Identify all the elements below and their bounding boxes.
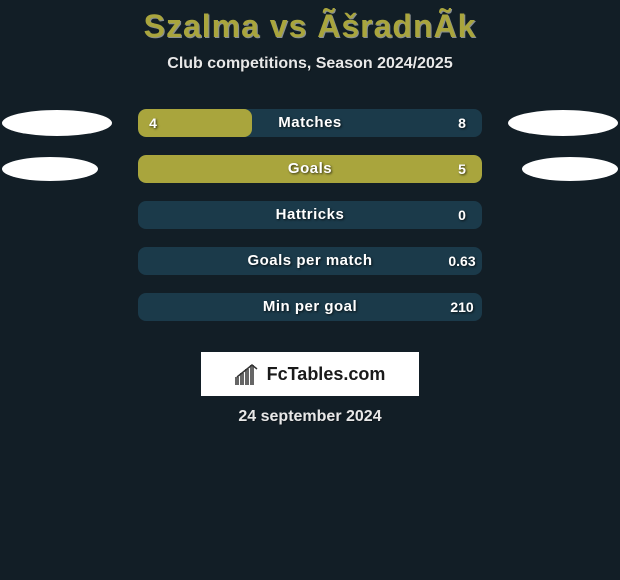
subtitle: Club competitions, Season 2024/2025 — [0, 55, 620, 73]
stat-label: Min per goal — [0, 293, 620, 321]
comparison-infographic: Szalma vs ÃšradnÃk Club competitions, Se… — [0, 0, 620, 580]
stat-row: 48Matches — [0, 109, 620, 137]
stats-rows: 48Matches 5Goals 0Hattricks 0.63Goals per m… — [0, 109, 620, 321]
stat-label: Goals — [0, 155, 620, 183]
stat-row: 0.63Goals per match — [0, 247, 620, 275]
stat-row: 5Goals — [0, 155, 620, 183]
logo-text: FcTables.com — [267, 364, 386, 385]
stat-row: 0Hattricks — [0, 201, 620, 229]
date-text: 24 september 2024 — [0, 408, 620, 426]
logo-chart-icon — [235, 363, 261, 385]
stat-row: 210Min per goal — [0, 293, 620, 321]
stat-label: Matches — [0, 109, 620, 137]
stat-label: Goals per match — [0, 247, 620, 275]
fctables-logo[interactable]: FcTables.com — [201, 352, 419, 396]
stat-label: Hattricks — [0, 201, 620, 229]
page-title: Szalma vs ÃšradnÃk — [0, 0, 620, 45]
